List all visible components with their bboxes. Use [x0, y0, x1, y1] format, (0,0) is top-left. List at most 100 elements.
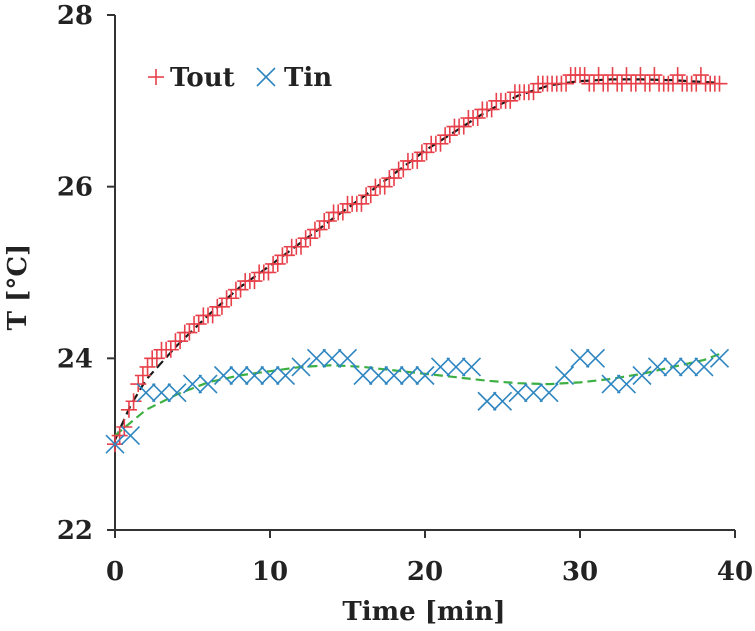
data-point-tout	[120, 401, 137, 418]
data-point-tout	[590, 67, 607, 84]
x-tick-label: 40	[717, 557, 753, 587]
data-point-tout	[711, 75, 728, 92]
data-point-tin	[539, 383, 559, 403]
data-point-tout	[213, 298, 230, 315]
data-point-tin	[477, 391, 497, 411]
y-tick-label: 28	[57, 1, 93, 31]
data-point-tin	[105, 434, 125, 454]
data-point-tin	[384, 365, 404, 386]
data-point-tin	[585, 348, 606, 368]
data-point-tout	[376, 178, 393, 195]
data-point-tin	[275, 365, 296, 386]
legend-marker-tin	[256, 67, 276, 87]
data-point-tout	[502, 92, 519, 109]
data-point-tout	[692, 67, 709, 84]
data-point-tin	[709, 348, 730, 368]
data-point-tout	[320, 213, 337, 229]
data-point-tin	[492, 391, 513, 411]
data-point-tin	[632, 365, 652, 386]
data-point-tout	[334, 204, 351, 221]
data-point-tout	[293, 238, 309, 255]
data-point-tout	[441, 127, 458, 144]
data-point-tout	[116, 419, 133, 435]
data-point-tout	[604, 67, 621, 84]
data-point-tin	[260, 365, 280, 386]
y-tick-label: 26	[57, 173, 93, 203]
data-point-tin	[306, 348, 327, 368]
data-point-tin	[461, 357, 482, 377]
data-point-tout	[172, 333, 189, 350]
data-point-tout	[279, 247, 296, 264]
data-point-tout	[618, 67, 635, 84]
data-point-tout	[311, 221, 328, 238]
data-point-tin	[678, 357, 699, 377]
data-point-tout	[576, 67, 593, 84]
x-axis-title: Time [min]	[342, 597, 505, 627]
data-point-tin	[570, 348, 590, 368]
axes: 22 24 26 28 0 10 20 30 40	[57, 1, 753, 587]
data-point-tout	[558, 75, 575, 92]
data-point-tout	[223, 290, 240, 307]
legend-marker-tout	[148, 69, 164, 85]
data-point-tout	[646, 67, 663, 84]
legend-tout-glyph	[148, 69, 164, 85]
data-point-tin	[694, 357, 714, 377]
data-point-tin	[523, 383, 544, 403]
data-point-tin	[120, 426, 141, 446]
data-point-tout	[139, 358, 156, 375]
data-point-tin	[229, 365, 249, 386]
data-point-tout	[455, 118, 472, 135]
data-point-tout	[111, 427, 128, 444]
data-point-tout	[125, 393, 142, 410]
data-point-tout	[409, 152, 426, 169]
y-axis-title: T [°C]	[3, 244, 33, 331]
legend-label-tin: Tin	[284, 63, 332, 93]
data-point-tin	[430, 357, 451, 377]
data-point-tin	[508, 383, 528, 403]
data-point-tout	[353, 195, 370, 212]
data-point-tout	[525, 84, 542, 101]
data-point-tin	[663, 357, 683, 377]
y-tick-label: 24	[57, 344, 93, 374]
data-point-tout	[432, 135, 449, 152]
data-point-tin	[151, 383, 172, 403]
data-point-tin	[136, 383, 156, 403]
data-point-tin	[647, 357, 668, 377]
data-markers	[105, 67, 730, 454]
x-tick-label: 10	[252, 557, 288, 587]
data-point-tin	[182, 374, 203, 394]
data-point-tout	[269, 255, 286, 272]
data-point-tout	[362, 187, 379, 204]
data-point-tout	[302, 230, 319, 247]
x-tick-label: 20	[407, 557, 443, 587]
data-point-tin	[213, 365, 234, 386]
data-point-tin	[446, 357, 466, 377]
data-point-tin	[198, 374, 218, 394]
data-point-tin	[353, 365, 373, 386]
data-point-tout	[162, 341, 179, 358]
data-point-tin	[337, 348, 358, 368]
data-point-tout	[260, 264, 277, 281]
data-point-tout	[134, 367, 151, 384]
legend-label-tout: Tout	[170, 63, 235, 93]
x-tick-label: 30	[562, 557, 598, 587]
data-point-tin	[322, 348, 342, 368]
data-point-tout	[669, 67, 686, 84]
data-point-tout	[232, 281, 249, 298]
data-point-tin	[601, 374, 621, 394]
trendline-tin	[114, 352, 720, 437]
data-point-tin	[616, 374, 637, 394]
data-point-tout	[148, 350, 165, 367]
data-point-tin	[415, 365, 435, 386]
data-point-tin	[291, 357, 311, 377]
data-point-tout	[386, 170, 402, 187]
data-point-tout	[483, 101, 500, 118]
data-point-tout	[181, 324, 198, 341]
data-point-tout	[395, 161, 412, 178]
data-point-tout	[204, 307, 221, 324]
data-point-tin	[167, 383, 187, 403]
x-tick-label: 0	[106, 557, 124, 587]
legend: Tout Tin	[148, 63, 332, 93]
data-point-tin	[244, 365, 265, 386]
